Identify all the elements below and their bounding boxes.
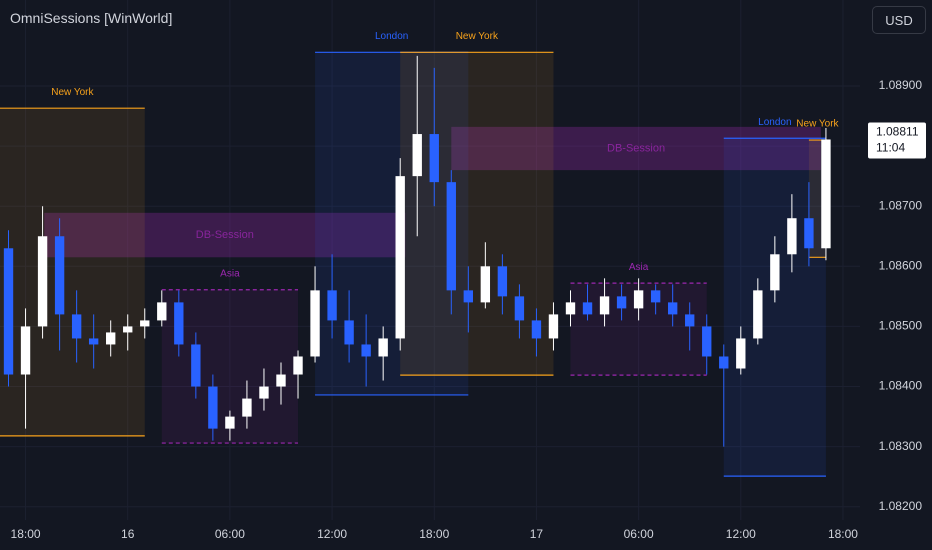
candle-body	[276, 374, 286, 387]
session-label: New York	[456, 31, 499, 42]
x-tick-label: 17	[530, 527, 544, 541]
candle-body	[633, 290, 644, 309]
y-tick-label: 1.08300	[879, 439, 923, 453]
db-session-label: DB-Session	[196, 229, 254, 241]
x-tick-label: 16	[121, 527, 135, 541]
session-label: London	[375, 31, 408, 42]
candle-body	[463, 290, 473, 303]
candle-body	[123, 326, 133, 333]
candle-body	[548, 314, 559, 339]
session-box	[400, 52, 554, 376]
candle-body	[395, 176, 405, 339]
candle-body	[54, 236, 65, 315]
candle-body	[480, 266, 491, 303]
candle-body	[378, 338, 388, 357]
x-tick-label: 18:00	[419, 527, 449, 541]
indicator-title: OmniSessions [WinWorld]	[10, 10, 173, 26]
current-price-label: 1.08811	[876, 125, 919, 139]
candle-body	[208, 386, 218, 429]
session-label: New York	[796, 119, 839, 130]
candle-body	[582, 302, 593, 315]
candle-body	[20, 326, 31, 375]
candle-body	[3, 248, 14, 375]
db-session-zone	[451, 126, 821, 171]
session-label: London	[758, 117, 791, 128]
x-tick-label: 18:00	[828, 527, 858, 541]
candle-body	[497, 266, 508, 297]
x-tick-label: 12:00	[317, 527, 347, 541]
countdown-label: 11:04	[876, 141, 905, 155]
candle-body	[174, 302, 184, 345]
session-box	[0, 108, 145, 436]
candle-body	[88, 338, 99, 345]
currency-button[interactable]: USD	[872, 6, 926, 34]
candle-body	[191, 344, 201, 387]
candle-body	[242, 398, 252, 417]
y-tick-label: 1.08600	[879, 258, 923, 272]
x-tick-label: 06:00	[215, 527, 245, 541]
y-tick-label: 1.08200	[879, 499, 923, 513]
candle-body	[429, 134, 439, 183]
candle-body	[821, 139, 831, 249]
candle-body	[719, 356, 729, 369]
session-label: Asia	[629, 262, 649, 273]
candle-body	[225, 416, 235, 429]
candle-body	[106, 332, 116, 345]
session-label: New York	[51, 87, 94, 98]
session-label: Asia	[220, 268, 240, 279]
db-session-label: DB-Session	[607, 142, 665, 154]
candle-body	[327, 290, 337, 321]
candle-body	[344, 320, 354, 345]
candle-body	[599, 296, 610, 315]
candle-body	[753, 290, 763, 339]
db-session-zone	[44, 212, 406, 258]
candle-body	[650, 290, 661, 303]
candle-body	[616, 296, 627, 309]
candle-body	[565, 302, 576, 315]
session-box	[315, 52, 469, 395]
y-tick-label: 1.08900	[879, 78, 923, 92]
candle-body	[685, 314, 695, 327]
y-tick-label: 1.08500	[879, 319, 923, 333]
x-tick-label: 18:00	[11, 527, 41, 541]
candle-body	[37, 236, 48, 327]
candle-body	[736, 338, 746, 369]
candle-body	[412, 134, 422, 177]
candle-body	[157, 302, 167, 321]
candle-body	[804, 218, 814, 249]
candle-body	[310, 290, 320, 357]
candle-body	[514, 296, 525, 321]
candle-body	[71, 314, 82, 339]
y-tick-label: 1.08700	[879, 198, 923, 212]
candle-body	[259, 386, 269, 399]
candle-body	[293, 356, 303, 375]
candle-body	[787, 218, 797, 255]
candle-body	[140, 320, 150, 327]
candle-body	[361, 344, 371, 357]
candle-body	[446, 182, 456, 291]
candle-body	[667, 302, 678, 315]
candle-body	[770, 254, 780, 291]
y-tick-label: 1.08400	[879, 379, 923, 393]
x-tick-label: 12:00	[726, 527, 756, 541]
current-price-box	[868, 122, 926, 159]
candle-body	[531, 320, 542, 339]
plot-background	[0, 0, 860, 520]
x-tick-label: 06:00	[624, 527, 654, 541]
candle-body	[702, 326, 712, 357]
